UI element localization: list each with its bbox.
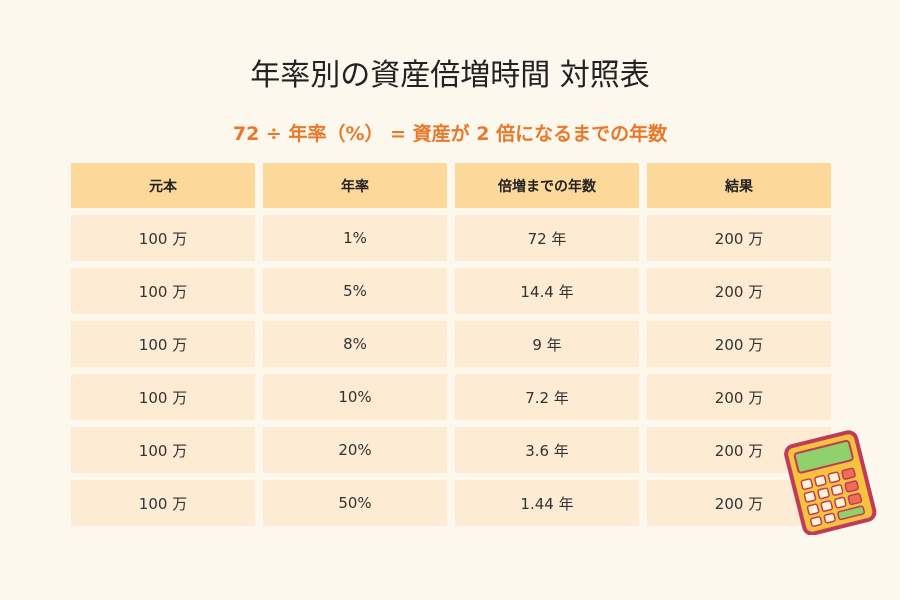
table-row: 100 万 10% 7.2 年 200 万 <box>71 374 831 420</box>
column-header: 結果 <box>647 163 831 208</box>
table-cell: 1.44 年 <box>455 480 639 526</box>
table-cell: 7.2 年 <box>455 374 639 420</box>
table-cell: 100 万 <box>71 374 255 420</box>
header-row: 元本 年率 倍増までの年数 結果 <box>71 163 831 208</box>
table-cell: 14.4 年 <box>455 268 639 314</box>
table-cell: 8% <box>263 321 447 367</box>
table-cell: 20% <box>263 427 447 473</box>
table-cell: 5% <box>263 268 447 314</box>
title: 年率別の資産倍増時間 対照表 <box>250 58 650 93</box>
table-cell: 9 年 <box>455 321 639 367</box>
table-row: 100 万 1% 72 年 200 万 <box>71 215 831 261</box>
table-row: 100 万 20% 3.6 年 200 万 <box>71 427 831 473</box>
table-cell: 10% <box>263 374 447 420</box>
table-cell: 50% <box>263 480 447 526</box>
table-cell: 100 万 <box>71 215 255 261</box>
table-cell: 200 万 <box>647 268 831 314</box>
calculator-icon <box>784 430 877 535</box>
table-cell: 200 万 <box>647 215 831 261</box>
table-cell: 200 万 <box>647 321 831 367</box>
subtitle: 72 ÷ 年率（%） = 資産が 2 倍になるまでの年数 <box>232 123 668 145</box>
table-cell: 100 万 <box>71 480 255 526</box>
table-cell: 3.6 年 <box>455 427 639 473</box>
column-header: 倍増までの年数 <box>455 163 639 208</box>
table-row: 100 万 5% 14.4 年 200 万 <box>71 268 831 314</box>
column-header: 年率 <box>263 163 447 208</box>
table: 元本 年率 倍増までの年数 結果 100 万 1% 72 年 200 万 100 万 5% 14.4… <box>71 163 831 533</box>
table-cell: 100 万 <box>71 268 255 314</box>
table-cell: 200 万 <box>647 374 831 420</box>
table-row: 100 万 50% 1.44 年 200 万 <box>71 480 831 526</box>
table-cell: 1% <box>263 215 447 261</box>
table-cell: 72 年 <box>455 215 639 261</box>
table-cell: 100 万 <box>71 427 255 473</box>
table-cell: 100 万 <box>71 321 255 367</box>
table-row: 100 万 8% 9 年 200 万 <box>71 321 831 367</box>
column-header: 元本 <box>71 163 255 208</box>
